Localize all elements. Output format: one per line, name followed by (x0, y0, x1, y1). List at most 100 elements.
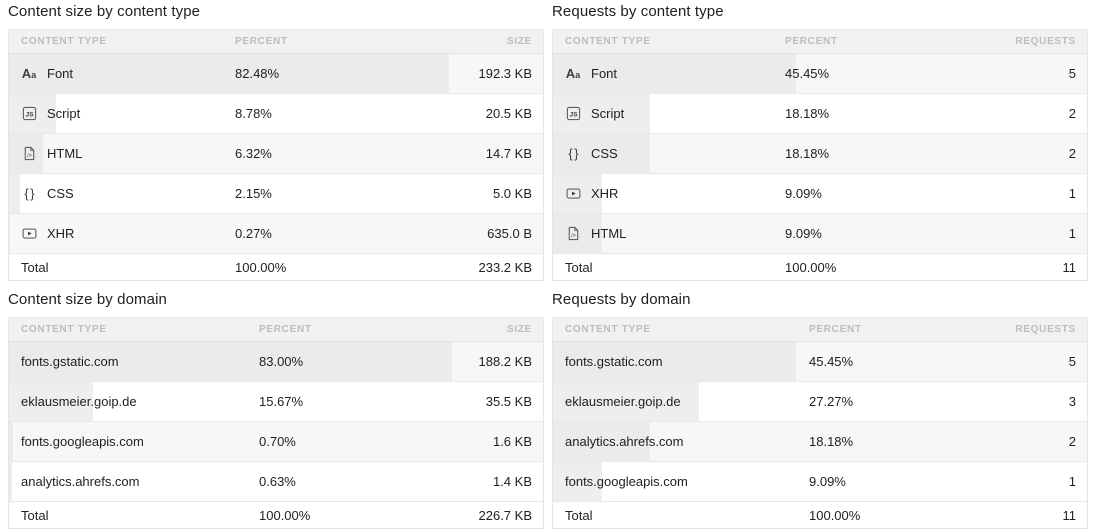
column-header-content-type[interactable]: CONTENT TYPE (565, 324, 651, 335)
font-icon: Aa (21, 65, 37, 81)
panel-title: Content size by domain (8, 291, 167, 308)
cell-percent: 82.48% (235, 66, 280, 81)
percent-bar-fill (553, 382, 699, 421)
table-row[interactable]: Aa Font 45.45% 5 (553, 54, 1087, 94)
data-table: CONTENT TYPE PERCENT REQUESTS fonts.gstatic… (552, 317, 1088, 529)
percent-bar-fill (9, 462, 13, 501)
html-icon: /> (21, 146, 37, 162)
row-label: Script (47, 106, 81, 121)
table-row[interactable]: fonts.googleapis.com 0.70% 1.6 KB (9, 422, 543, 462)
row-label: CSS (591, 146, 618, 161)
panel-title: Requests by domain (552, 291, 691, 308)
row-label: eklausmeier.goip.de (21, 394, 137, 409)
row-label: fonts.googleapis.com (21, 434, 144, 449)
percent-bar-fill (553, 134, 651, 173)
table-row[interactable]: eklausmeier.goip.de 15.67% 35.5 KB (9, 382, 543, 422)
percent-bar-fill (553, 342, 796, 381)
cell-percent: 0.27% (235, 226, 272, 241)
column-header-percent[interactable]: PERCENT (785, 36, 838, 47)
cell-content-type: XHR (553, 186, 618, 202)
table-row[interactable]: JS Script 8.78% 20.5 KB (9, 94, 543, 134)
percent-bar-fill (9, 174, 21, 213)
table-header-row: CONTENT TYPE PERCENT REQUESTS (553, 318, 1087, 342)
svg-text:JS: JS (25, 111, 34, 118)
cell-total-value: 11 (1062, 507, 1077, 523)
table-row[interactable]: fonts.gstatic.com 45.45% 5 (553, 342, 1087, 382)
font-icon: Aa (565, 65, 581, 81)
percent-bar-fill (9, 382, 93, 421)
cell-percent: 15.67% (259, 394, 304, 409)
table-row[interactable]: analytics.ahrefs.com 0.63% 1.4 KB (9, 462, 543, 502)
cell-content-type: /> HTML (9, 146, 82, 162)
cell-content-type: eklausmeier.goip.de (553, 394, 681, 409)
percent-bar-fill (9, 54, 450, 93)
table-row[interactable]: JS Script 18.18% 2 (553, 94, 1087, 134)
table-row[interactable]: fonts.gstatic.com 83.00% 188.2 KB (9, 342, 543, 382)
table-total-row: Total 100.00% 233.2 KB (9, 254, 543, 281)
html-icon: /> (565, 226, 581, 242)
cell-content-type: analytics.ahrefs.com (553, 434, 684, 449)
table-row[interactable]: XHR 9.09% 1 (553, 174, 1087, 214)
table-row[interactable]: analytics.ahrefs.com 18.18% 2 (553, 422, 1087, 462)
cell-total-label: Total (565, 507, 593, 523)
script-icon: JS (21, 106, 37, 122)
cell-content-type: eklausmeier.goip.de (9, 394, 137, 409)
table-total-row: Total 100.00% 11 (553, 502, 1087, 529)
cell-percent: 0.70% (259, 434, 296, 449)
row-label: eklausmeier.goip.de (565, 394, 681, 409)
table-row[interactable]: eklausmeier.goip.de 27.27% 3 (553, 382, 1087, 422)
table-total-row: Total 100.00% 11 (553, 254, 1087, 281)
percent-bar-fill (553, 462, 602, 501)
cell-percent: 9.09% (785, 226, 822, 241)
cell-percent: 27.27% (809, 394, 854, 409)
data-table: CONTENT TYPE PERCENT SIZE fonts.gstatic.com… (8, 317, 544, 529)
table-row[interactable]: { } CSS 2.15% 5.0 KB (9, 174, 543, 214)
panel-title: Content size by content type (8, 3, 201, 20)
cell-content-type: fonts.googleapis.com (553, 474, 688, 489)
table-row[interactable]: Aa Font 82.48% 192.3 KB (9, 54, 543, 94)
row-label: XHR (591, 186, 619, 201)
css-icon: { } (24, 186, 34, 201)
cell-value: 188.2 KB (478, 354, 533, 369)
column-header-percent[interactable]: PERCENT (809, 324, 862, 335)
column-header-value[interactable]: REQUESTS (1015, 36, 1076, 47)
cell-content-type: JS Script (9, 106, 80, 122)
table-row[interactable]: { } CSS 18.18% 2 (553, 134, 1087, 174)
percent-bar-fill (9, 94, 56, 133)
panel-1: Content size by content type CONTENT TYPE… (8, 0, 544, 281)
table-row[interactable]: /> HTML 6.32% 14.7 KB (9, 134, 543, 174)
column-header-value[interactable]: SIZE (506, 324, 532, 335)
panel-title: Requests by content type (552, 3, 724, 20)
column-header-value[interactable]: SIZE (506, 36, 532, 47)
row-label: fonts.gstatic.com (565, 354, 663, 369)
table-total-row: Total 100.00% 226.7 KB (9, 502, 543, 529)
cell-value: 5 (1068, 66, 1076, 81)
table-header-row: CONTENT TYPE PERCENT SIZE (9, 30, 543, 54)
column-header-content-type[interactable]: CONTENT TYPE (21, 324, 107, 335)
table-row[interactable]: /> HTML 9.09% 1 (553, 214, 1087, 254)
cell-value: 1.4 KB (492, 474, 532, 489)
column-header-percent[interactable]: PERCENT (259, 324, 312, 335)
row-label: fonts.googleapis.com (565, 474, 688, 489)
cell-value: 1 (1068, 186, 1076, 201)
percent-bar-fill (9, 214, 11, 253)
cell-percent: 0.63% (259, 474, 296, 489)
cell-content-type: Aa Font (553, 66, 617, 82)
table-row[interactable]: fonts.googleapis.com 9.09% 1 (553, 462, 1087, 502)
css-icon: { } (568, 146, 578, 161)
cell-content-type: /> HTML (553, 226, 626, 242)
cell-total-label: Total (21, 259, 49, 275)
cell-content-type: JS Script (553, 106, 624, 122)
cell-total-value: 11 (1062, 259, 1077, 275)
cell-total-label: Total (565, 259, 593, 275)
column-header-value[interactable]: REQUESTS (1015, 324, 1076, 335)
cell-total-value: 226.7 KB (478, 507, 533, 523)
column-header-percent[interactable]: PERCENT (235, 36, 288, 47)
column-header-content-type[interactable]: CONTENT TYPE (21, 36, 107, 47)
table-row[interactable]: XHR 0.27% 635.0 B (9, 214, 543, 254)
cell-value: 5 (1068, 354, 1076, 369)
cell-total-percent: 100.00% (259, 507, 311, 523)
cell-value: 35.5 KB (485, 394, 532, 409)
column-header-content-type[interactable]: CONTENT TYPE (565, 36, 651, 47)
